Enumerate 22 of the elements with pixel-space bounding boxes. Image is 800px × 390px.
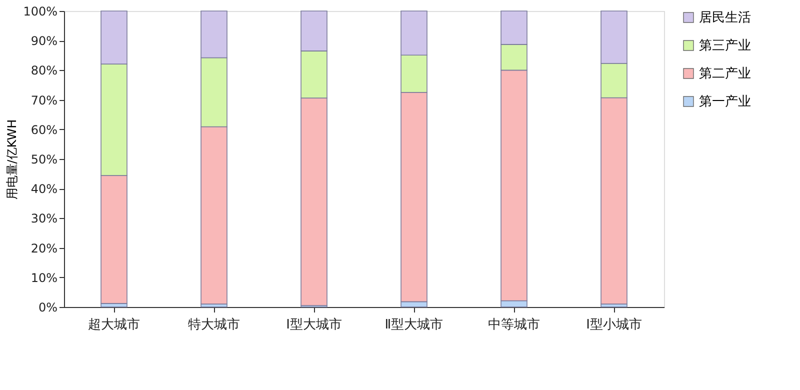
y-tick-label: 10% [30,270,58,285]
y-tick-label: 90% [30,34,58,48]
x-tick-label: Ⅰ型小城市 [586,318,642,332]
y-tick-label: 20% [30,241,58,256]
y-tick-label: 100% [23,4,58,18]
y-axis-title: 用电量/亿KWH [5,119,20,200]
legend-label: 居民生活 [699,10,751,26]
y-tick-label: 70% [30,93,58,108]
y-tick-label: 80% [30,64,58,78]
x-tick-label: 特大城市 [188,318,240,332]
legend-label: 第一产业 [699,94,751,110]
y-tick-label: 50% [30,152,58,166]
x-tick-label: Ⅱ型大城市 [384,318,444,332]
legend-label: 第三产业 [699,38,751,54]
y-tick-label: 0% [38,300,58,314]
y-tick-label: 30% [30,212,58,226]
x-tick-label: Ⅰ型大城市 [286,318,342,332]
x-tick-label: 中等城市 [488,318,540,332]
y-tick-label: 60% [30,122,58,137]
x-tick-label: 超大城市 [88,318,140,332]
y-tick-label: 40% [30,182,58,196]
legend-label: 第二产业 [699,66,751,82]
